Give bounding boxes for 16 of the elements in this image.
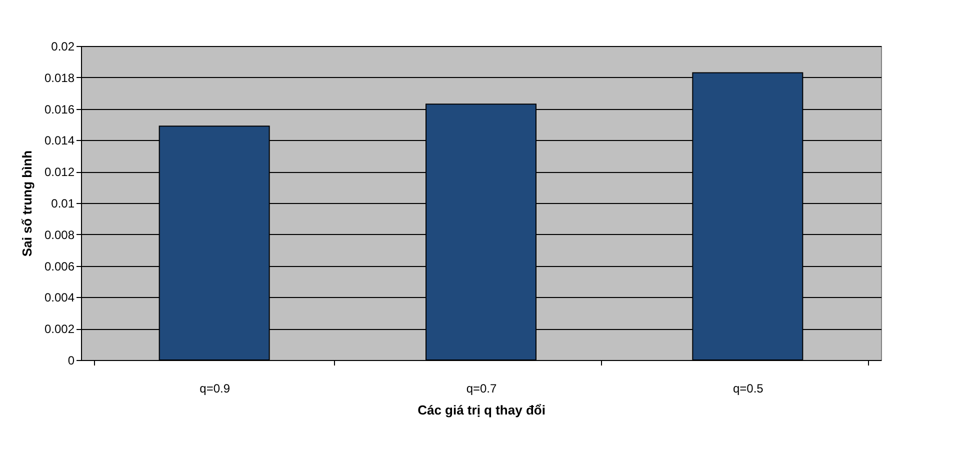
x-tick-label: q=0.9 <box>200 382 230 396</box>
y-tick-label: 0.012 <box>44 165 75 180</box>
y-tick-label: 0.004 <box>44 290 75 305</box>
y-tick-label: 0.018 <box>44 70 75 85</box>
x-tick-label: q=0.7 <box>466 382 497 396</box>
y-tick-label: 0 <box>68 354 75 368</box>
y-axis-title: Sai số trung bình <box>19 150 34 257</box>
y-tick-label: 0.008 <box>44 228 75 242</box>
y-tick-label: 0.01 <box>51 196 75 210</box>
y-tick-label: 0.006 <box>44 259 75 274</box>
y-tick-label: 0.016 <box>44 102 75 116</box>
y-tick-label: 0.002 <box>44 322 75 336</box>
y-tick-label: 0.02 <box>51 40 75 54</box>
x-axis-title: Các giá trị q thay đổi <box>418 402 546 418</box>
y-tick-label: 0.014 <box>44 134 75 148</box>
x-tick-label: q=0.5 <box>732 382 764 396</box>
